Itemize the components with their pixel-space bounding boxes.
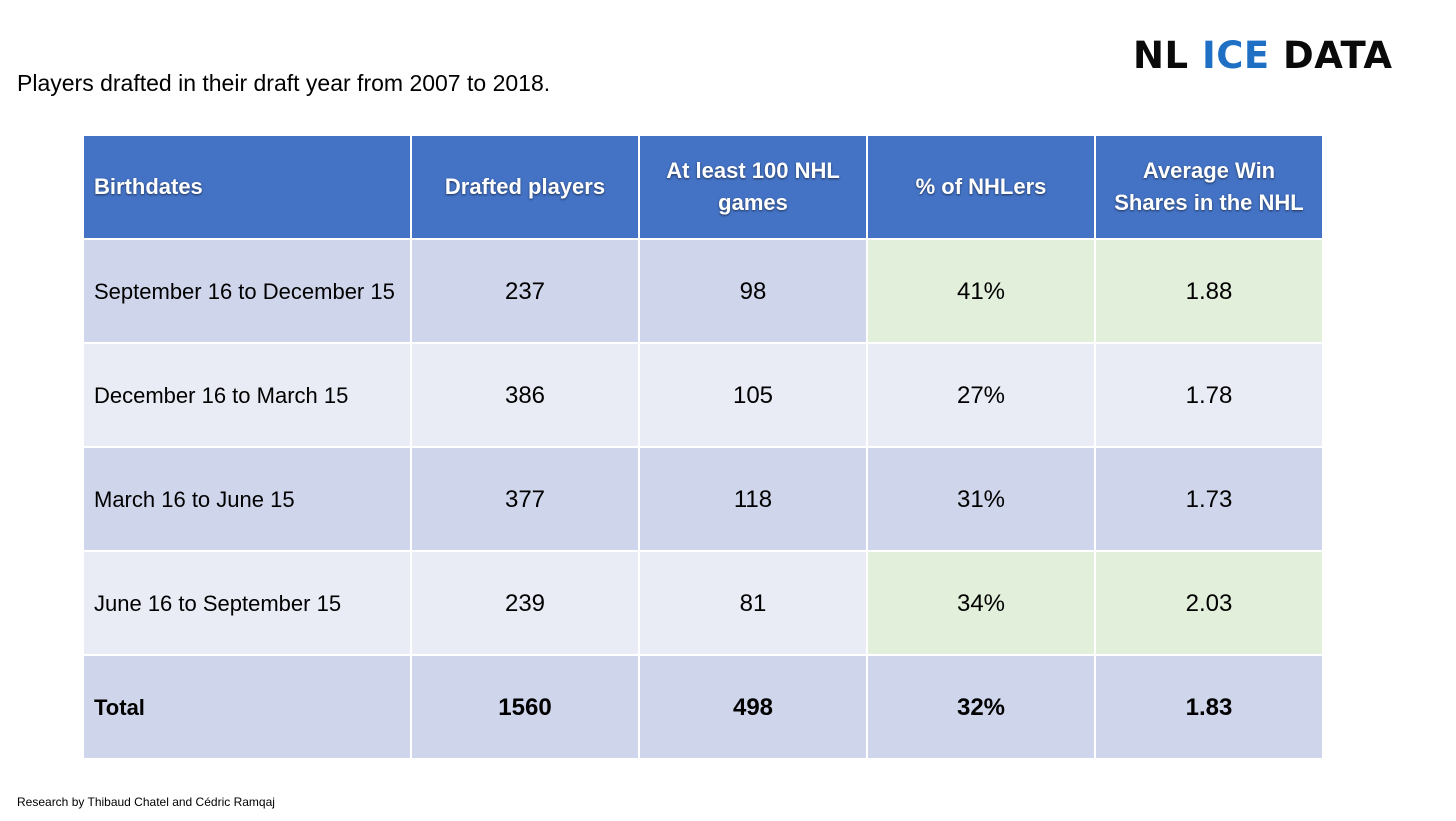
- cell-total-100-games: 498: [638, 654, 868, 760]
- cell-drafted: 237: [410, 238, 640, 344]
- footer-credit: Research by Thibaud Chatel and Cédric Ra…: [17, 795, 275, 809]
- total-row: Total 1560 498 32% 1.83: [82, 654, 1324, 760]
- cell-pct-nhlers: 34%: [866, 550, 1096, 656]
- cell-win-shares: 2.03: [1094, 550, 1324, 656]
- table-row: March 16 to June 15 377 118 31% 1.73: [82, 446, 1324, 552]
- cell-win-shares: 1.78: [1094, 342, 1324, 448]
- header-row: Birthdates Drafted players At least 100 …: [82, 134, 1324, 240]
- cell-birthdates: June 16 to September 15: [82, 550, 412, 656]
- cell-100-games: 118: [638, 446, 868, 552]
- draft-table: Birthdates Drafted players At least 100 …: [82, 134, 1324, 760]
- cell-win-shares: 1.73: [1094, 446, 1324, 552]
- cell-drafted: 386: [410, 342, 640, 448]
- cell-total-pct-nhlers: 32%: [866, 654, 1096, 760]
- cell-100-games: 105: [638, 342, 868, 448]
- table-row: December 16 to March 15 386 105 27% 1.78: [82, 342, 1324, 448]
- cell-win-shares: 1.88: [1094, 238, 1324, 344]
- table-row: June 16 to September 15 239 81 34% 2.03: [82, 550, 1324, 656]
- cell-total-label: Total: [82, 654, 412, 760]
- header-100-nhl-games: At least 100 NHL games: [638, 134, 868, 240]
- table-row: September 16 to December 15 237 98 41% 1…: [82, 238, 1324, 344]
- subtitle: Players drafted in their draft year from…: [17, 70, 551, 96]
- cell-birthdates: March 16 to June 15: [82, 446, 412, 552]
- logo-text-nl: NL: [1133, 34, 1202, 77]
- cell-pct-nhlers: 41%: [866, 238, 1096, 344]
- header-drafted-players: Drafted players: [410, 134, 640, 240]
- cell-drafted: 239: [410, 550, 640, 656]
- header-avg-win-shares: Average Win Shares in the NHL: [1094, 134, 1324, 240]
- header-birthdates: Birthdates: [82, 134, 412, 240]
- cell-100-games: 81: [638, 550, 868, 656]
- cell-pct-nhlers: 27%: [866, 342, 1096, 448]
- logo-text-ice: ICE: [1201, 34, 1270, 77]
- logo: NL ICE DATA: [1133, 34, 1393, 78]
- cell-birthdates: December 16 to March 15: [82, 342, 412, 448]
- cell-birthdates: September 16 to December 15: [82, 238, 412, 344]
- cell-total-win-shares: 1.83: [1094, 654, 1324, 760]
- logo-text-data: DATA: [1269, 34, 1393, 77]
- cell-100-games: 98: [638, 238, 868, 344]
- cell-drafted: 377: [410, 446, 640, 552]
- header-pct-nhlers: % of NHLers: [866, 134, 1096, 240]
- cell-total-drafted: 1560: [410, 654, 640, 760]
- cell-pct-nhlers: 31%: [866, 446, 1096, 552]
